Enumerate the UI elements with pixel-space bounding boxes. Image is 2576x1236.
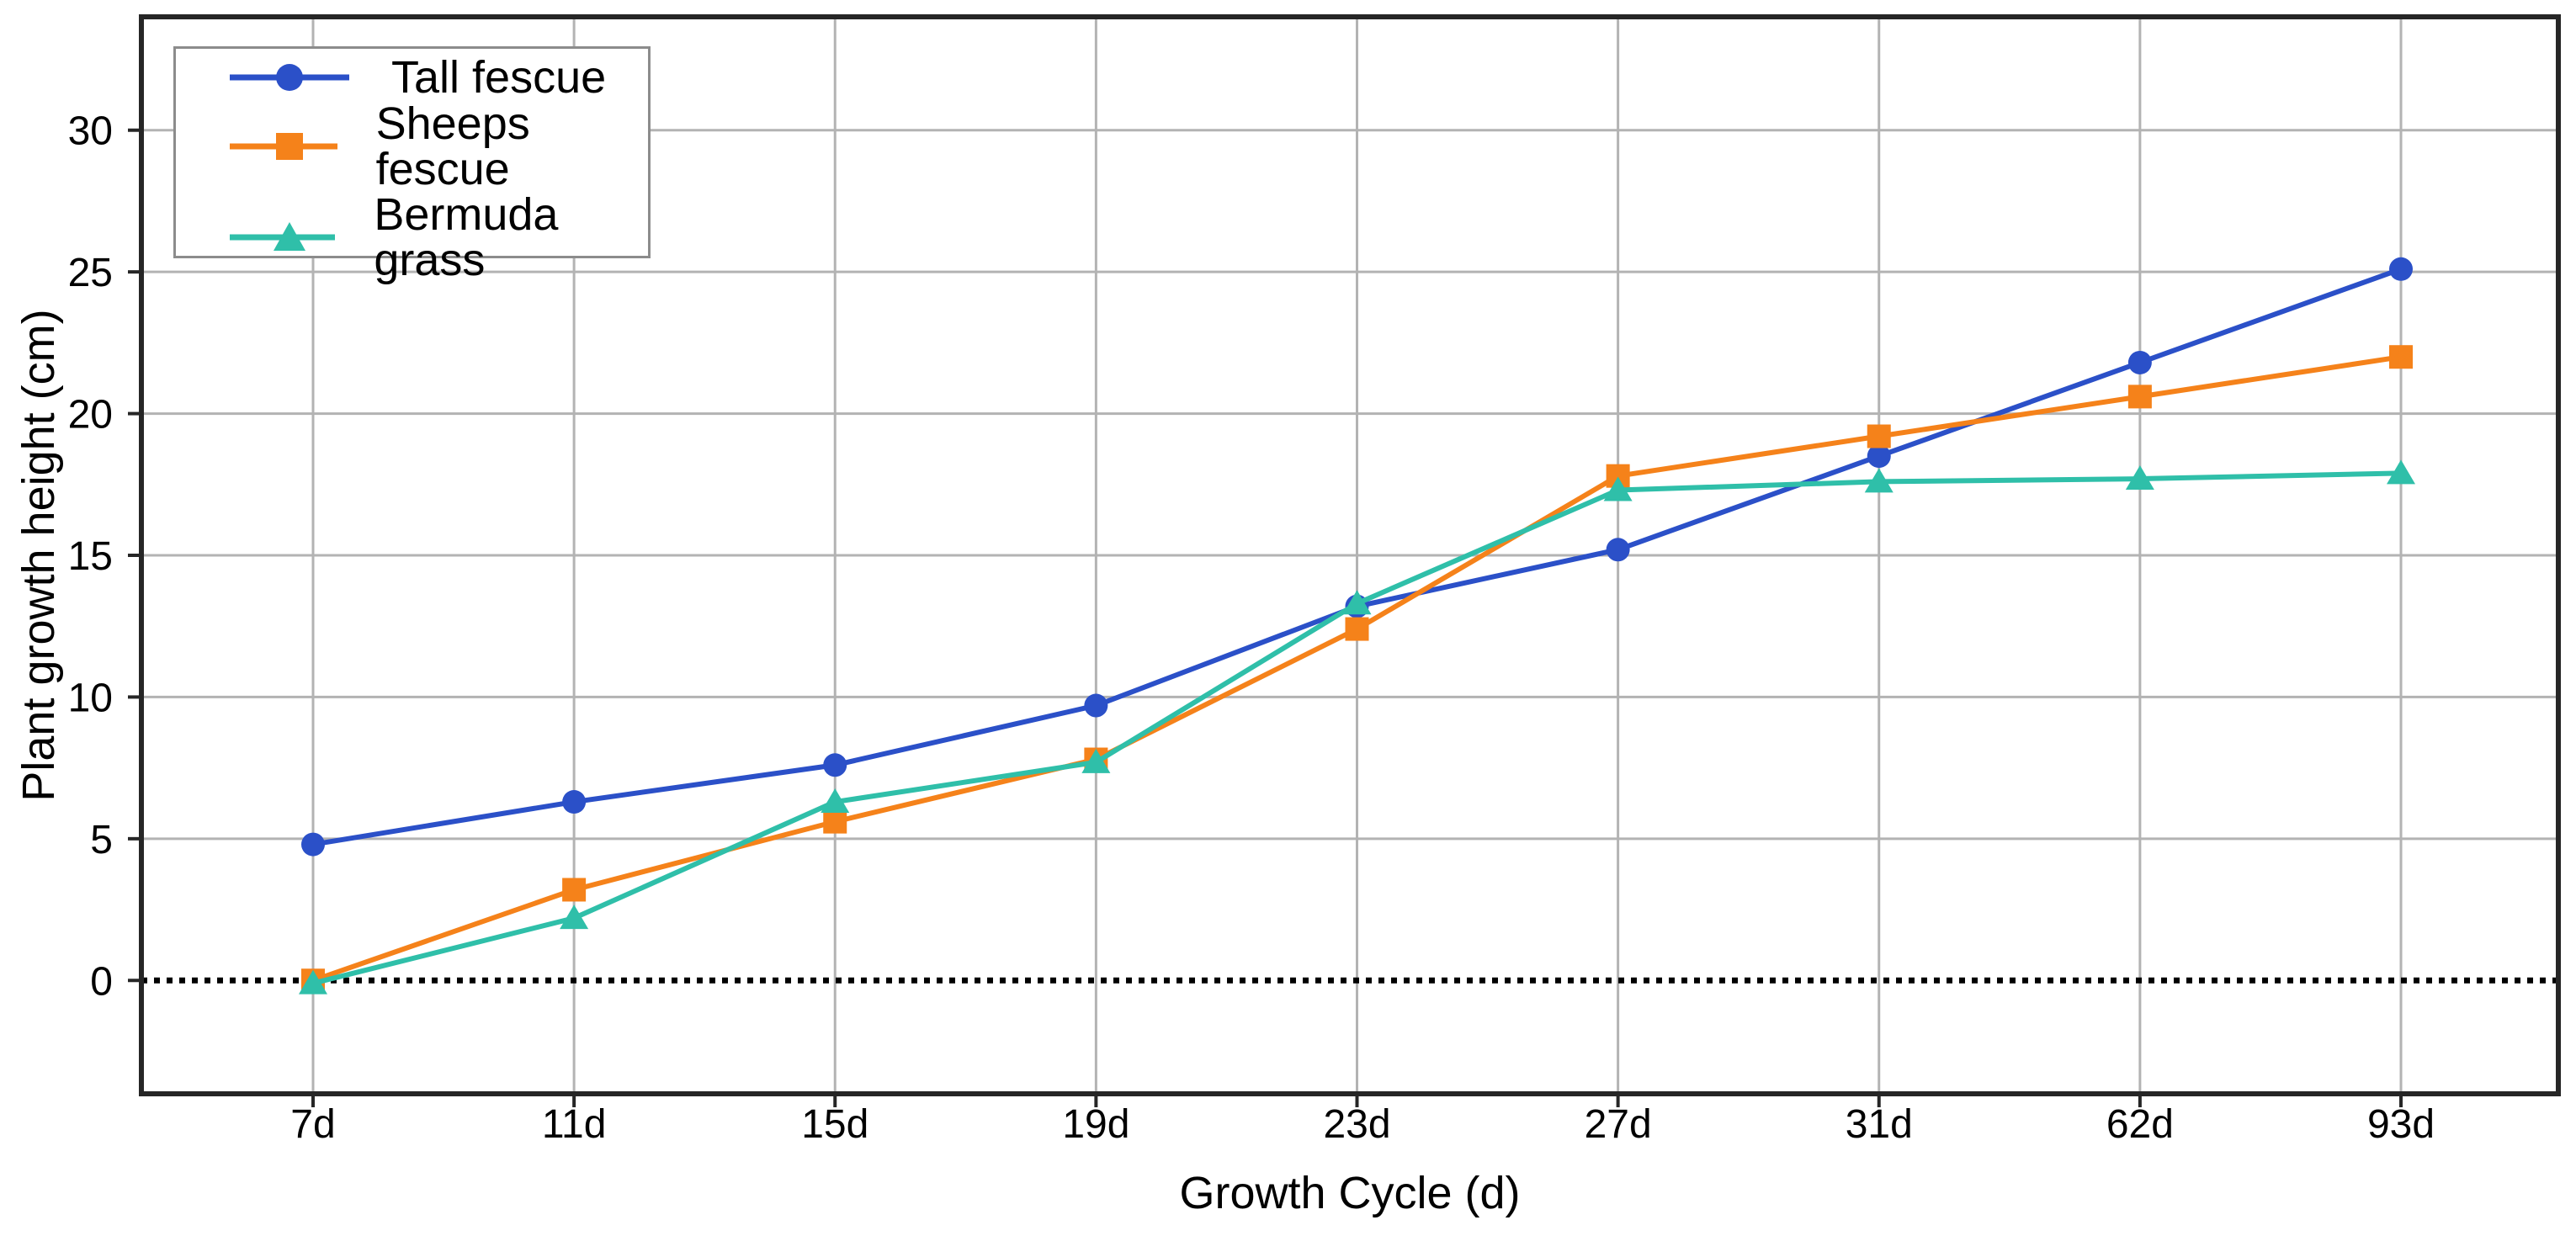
x-tick-label: 27d bbox=[1585, 1102, 1652, 1147]
marker-bermuda-grass bbox=[1342, 590, 1372, 615]
x-tick-label: 19d bbox=[1062, 1102, 1129, 1147]
legend-label-tall-fescue: Tall fescue bbox=[391, 52, 607, 103]
marker-sheeps-fescue bbox=[2389, 345, 2413, 369]
marker-sheeps-fescue bbox=[823, 809, 847, 834]
marker-tall-fescue bbox=[562, 790, 587, 814]
marker-tall-fescue bbox=[823, 753, 847, 777]
legend-item-bermuda-grass: Bermuda grass bbox=[226, 192, 640, 283]
x-tick-label: 11d bbox=[542, 1102, 607, 1147]
legend-item-tall-fescue: Tall fescue bbox=[226, 54, 640, 101]
y-tick-label: 15 bbox=[68, 534, 113, 579]
marker-bermuda-grass bbox=[1081, 748, 1111, 773]
y-tick-label: 20 bbox=[68, 393, 113, 438]
y-tick-label: 25 bbox=[68, 251, 113, 295]
marker-tall-fescue bbox=[1606, 538, 1630, 562]
y-tick-label: 5 bbox=[90, 818, 113, 862]
marker-sheeps-fescue bbox=[1867, 424, 1891, 448]
x-tick-label: 93d bbox=[2367, 1102, 2435, 1147]
x-tick-label: 15d bbox=[801, 1102, 868, 1147]
y-tick-label: 0 bbox=[90, 959, 113, 1004]
x-tick-label: 7d bbox=[290, 1102, 335, 1147]
x-axis-title: Growth Cycle (d) bbox=[1179, 1168, 1521, 1218]
y-tick-label: 10 bbox=[68, 676, 113, 720]
line-triangle-marker-icon bbox=[230, 222, 336, 251]
x-tick-label: 31d bbox=[1846, 1102, 1913, 1147]
marker-bermuda-grass bbox=[1603, 476, 1633, 501]
marker-bermuda-grass bbox=[2387, 459, 2415, 485]
x-tick-label: 62d bbox=[2106, 1102, 2174, 1147]
legend: Tall fescue Sheeps fescue Bermuda grass bbox=[173, 46, 651, 283]
legend-label-bermuda-grass: Bermuda grass bbox=[374, 189, 559, 285]
marker-tall-fescue bbox=[1084, 693, 1108, 718]
marker-sheeps-fescue bbox=[1345, 617, 1369, 641]
marker-sheeps-fescue bbox=[2127, 385, 2152, 409]
marker-bermuda-grass bbox=[560, 904, 589, 930]
marker-bermuda-grass bbox=[821, 788, 850, 814]
legend-label-sheeps-fescue: Sheeps fescue bbox=[375, 98, 530, 194]
marker-tall-fescue bbox=[2127, 350, 2152, 374]
y-axis-title: Plant growth height (cm) bbox=[13, 309, 64, 802]
marker-bermuda-grass bbox=[1864, 468, 1893, 493]
line-square-marker-icon bbox=[230, 133, 337, 160]
marker-tall-fescue bbox=[301, 832, 325, 857]
x-tick-label: 23d bbox=[1323, 1102, 1390, 1147]
marker-tall-fescue bbox=[2389, 257, 2413, 281]
marker-bermuda-grass bbox=[299, 969, 327, 995]
legend-item-sheeps-fescue: Sheeps fescue bbox=[226, 101, 640, 192]
marker-sheeps-fescue bbox=[562, 878, 587, 902]
y-tick-label: 30 bbox=[68, 109, 113, 154]
marker-tall-fescue bbox=[1867, 444, 1891, 469]
line-circle-marker-icon bbox=[230, 64, 349, 91]
marker-bermuda-grass bbox=[2125, 465, 2154, 491]
